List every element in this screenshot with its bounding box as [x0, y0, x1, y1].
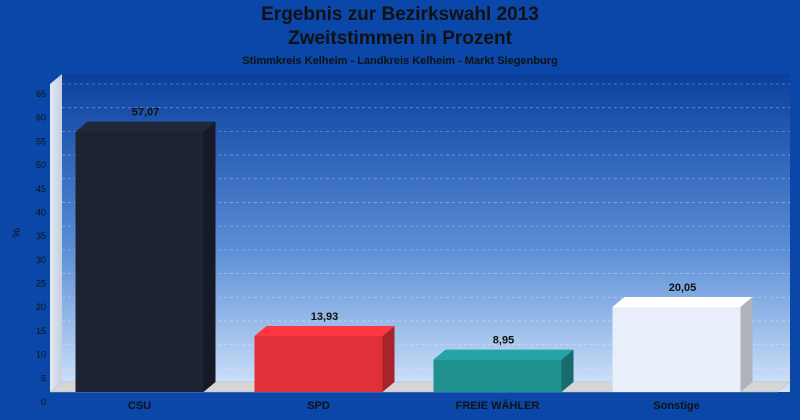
- x-tick-label: SPD: [307, 400, 330, 412]
- bar-top-face: [612, 296, 753, 307]
- data-label: 20,05: [669, 282, 697, 294]
- x-tick-label: FREIE WÄHLER: [456, 399, 540, 412]
- bar-sonstige: [612, 306, 741, 392]
- chart-subtitle: Stimmkreis Kelheim - Landkreis Kelheim -…: [242, 55, 558, 67]
- chart-title-line2: Zweitstimmen in Prozent: [288, 28, 512, 49]
- side-wall: [50, 74, 62, 392]
- y-tick-label: 40: [36, 207, 46, 217]
- bar-side-face: [203, 121, 216, 393]
- y-tick-label: 45: [36, 184, 46, 194]
- y-tick-label: 5: [41, 373, 46, 383]
- y-tick-label: 30: [36, 255, 46, 265]
- bar-side-face: [740, 296, 753, 392]
- data-label: 8,95: [493, 335, 514, 347]
- bar-csu: [75, 131, 204, 393]
- bar-side-face: [561, 349, 574, 392]
- y-tick-label: 0: [41, 397, 46, 407]
- bar-top-face: [254, 325, 395, 336]
- bar-spd: [254, 335, 383, 392]
- y-tick-label: 15: [36, 326, 46, 336]
- data-label: 57,07: [132, 107, 160, 119]
- bar-side-face: [382, 325, 395, 392]
- y-tick-label: 20: [36, 302, 46, 312]
- x-tick-label: Sonstige: [653, 400, 699, 412]
- bar-top-face: [433, 349, 574, 360]
- y-tick-label: 55: [36, 136, 46, 146]
- y-tick-label: 25: [36, 279, 46, 289]
- x-tick-label: CSU: [128, 400, 151, 412]
- bar-top-face: [75, 121, 216, 132]
- y-tick-label: 60: [36, 113, 46, 123]
- y-tick-label: 50: [36, 160, 46, 170]
- bar-freie-wähler: [433, 359, 562, 392]
- y-tick-label: 10: [36, 350, 46, 360]
- y-tick-label: 35: [36, 231, 46, 241]
- y-axis-label: %: [11, 228, 23, 238]
- y-tick-label: 65: [36, 89, 46, 99]
- data-label: 13,93: [311, 311, 339, 323]
- chart-title: Ergebnis zur Bezirkswahl 2013: [261, 4, 539, 25]
